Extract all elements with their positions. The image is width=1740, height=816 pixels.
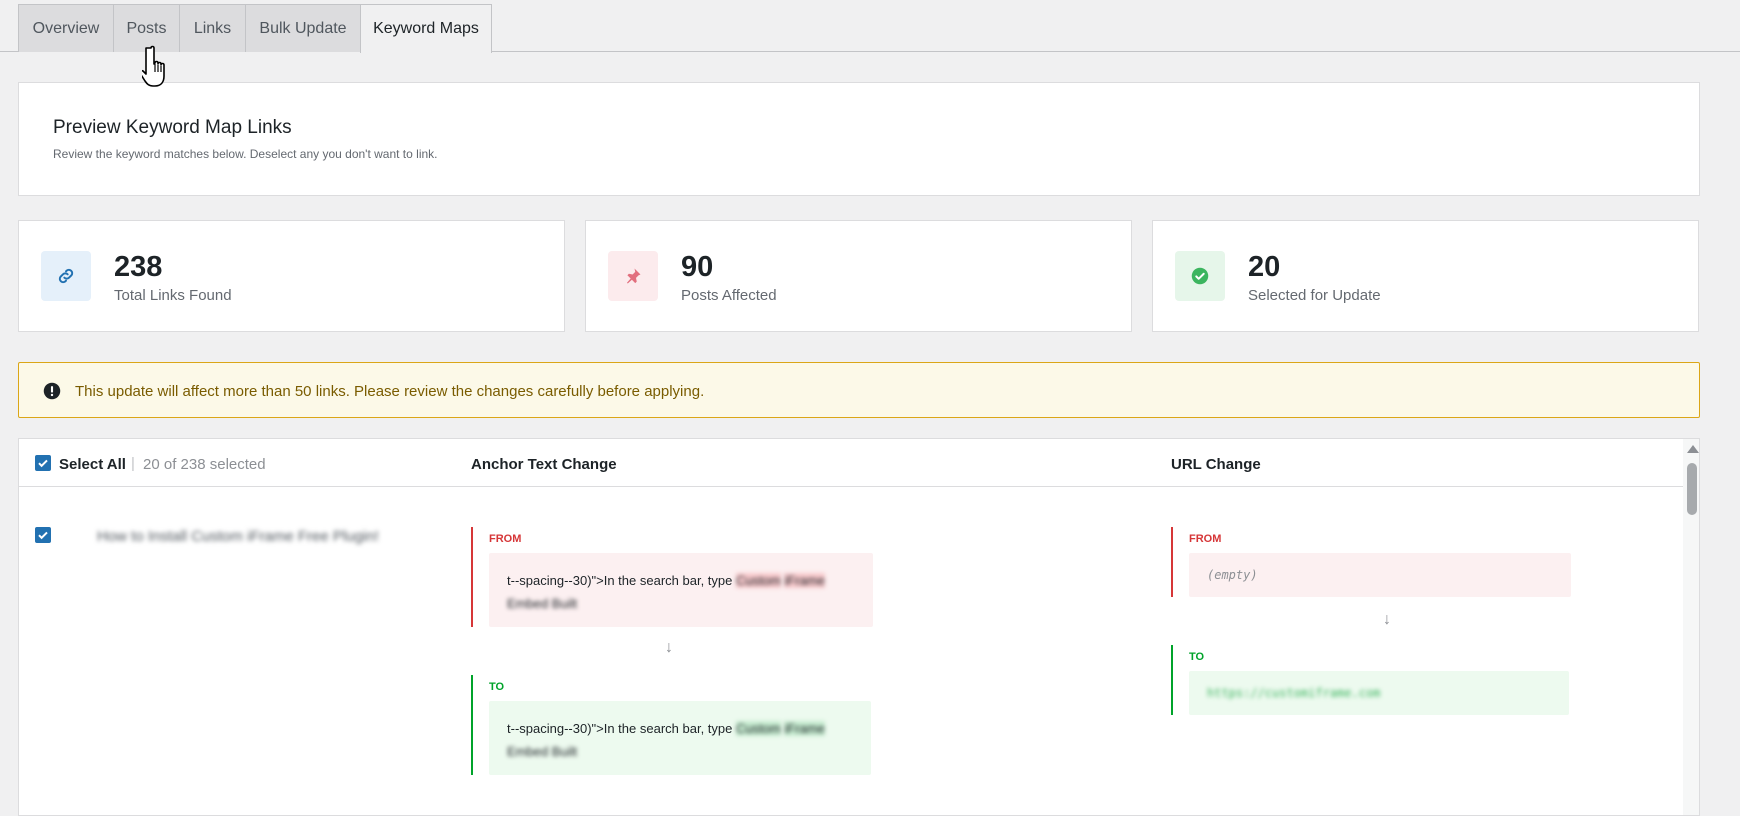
warning-text: This update will affect more than 50 lin… [75,383,705,400]
tab-keyword-maps[interactable]: Keyword Maps [360,4,492,53]
stat-label: Posts Affected [681,287,777,304]
link-icon [41,251,91,301]
column-header-url: URL Change [1171,456,1261,473]
page-title: Preview Keyword Map Links [53,117,292,138]
check-circle-icon [1175,251,1225,301]
row-checkbox[interactable] [35,527,51,543]
select-all-checkbox[interactable] [35,455,51,471]
exclamation-circle-icon [43,382,61,400]
diff-label-to: TO [489,681,505,693]
pin-icon [608,251,658,301]
down-arrow-icon: ↓ [1383,611,1391,628]
stat-label: Selected for Update [1248,287,1381,304]
preview-table: Select All | 20 of 238 selected Anchor T… [18,438,1700,816]
scroll-thumb[interactable] [1687,463,1697,515]
url-to-block: TO https://customiframe.com [1171,645,1571,715]
diff-label-from: FROM [1189,533,1222,545]
url-from-value: (empty) [1207,568,1258,582]
stat-value: 238 [114,251,163,283]
down-arrow-icon: ↓ [665,639,673,656]
anchor-to-box: t--spacing--30)">In the search bar, type… [489,701,871,775]
page-subtitle: Review the keyword matches below. Desele… [53,147,438,161]
tab-overview[interactable]: Overview [18,4,114,52]
header-separator: | [131,455,135,472]
table-header: Select All | 20 of 238 selected Anchor T… [19,439,1683,487]
header-card: Preview Keyword Map Links Review the key… [18,82,1700,196]
anchor-to-text: t--spacing--30)">In the search bar, type… [507,721,825,759]
warning-notice: This update will affect more than 50 lin… [18,362,1700,418]
url-from-box: (empty) [1189,553,1571,597]
stat-value: 20 [1248,251,1281,283]
stat-card-posts-affected: 90 Posts Affected [585,220,1132,332]
select-all-label[interactable]: Select All [59,456,126,473]
stat-card-selected: 20 Selected for Update [1152,220,1699,332]
anchor-from-text: t--spacing--30)">In the search bar, type… [507,573,825,611]
post-title[interactable]: How to Install Custom iFrame Free Plugin… [97,528,379,545]
tab-posts[interactable]: Posts [113,4,180,52]
url-from-block: FROM (empty) [1171,527,1571,597]
diff-label-from: FROM [489,533,522,545]
stat-value: 90 [681,251,714,283]
url-to-box: https://customiframe.com [1189,671,1569,715]
scroll-up-arrow-icon[interactable] [1687,445,1699,453]
column-header-anchor: Anchor Text Change [471,456,617,473]
tab-bar: Overview Posts Links Bulk Update Keyword… [0,0,1740,53]
anchor-from-block: FROM t--spacing--30)">In the search bar,… [471,527,875,627]
tab-links[interactable]: Links [179,4,246,52]
stat-card-total-links: 238 Total Links Found [18,220,565,332]
selected-count: 20 of 238 selected [143,456,266,473]
anchor-from-box: t--spacing--30)">In the search bar, type… [489,553,873,627]
stat-label: Total Links Found [114,287,232,304]
diff-label-to: TO [1189,651,1205,663]
anchor-to-block: TO t--spacing--30)">In the search bar, t… [471,675,875,775]
tab-bulk-update[interactable]: Bulk Update [245,4,361,52]
scrollbar[interactable] [1683,439,1699,815]
url-to-value: https://customiframe.com [1207,686,1381,700]
